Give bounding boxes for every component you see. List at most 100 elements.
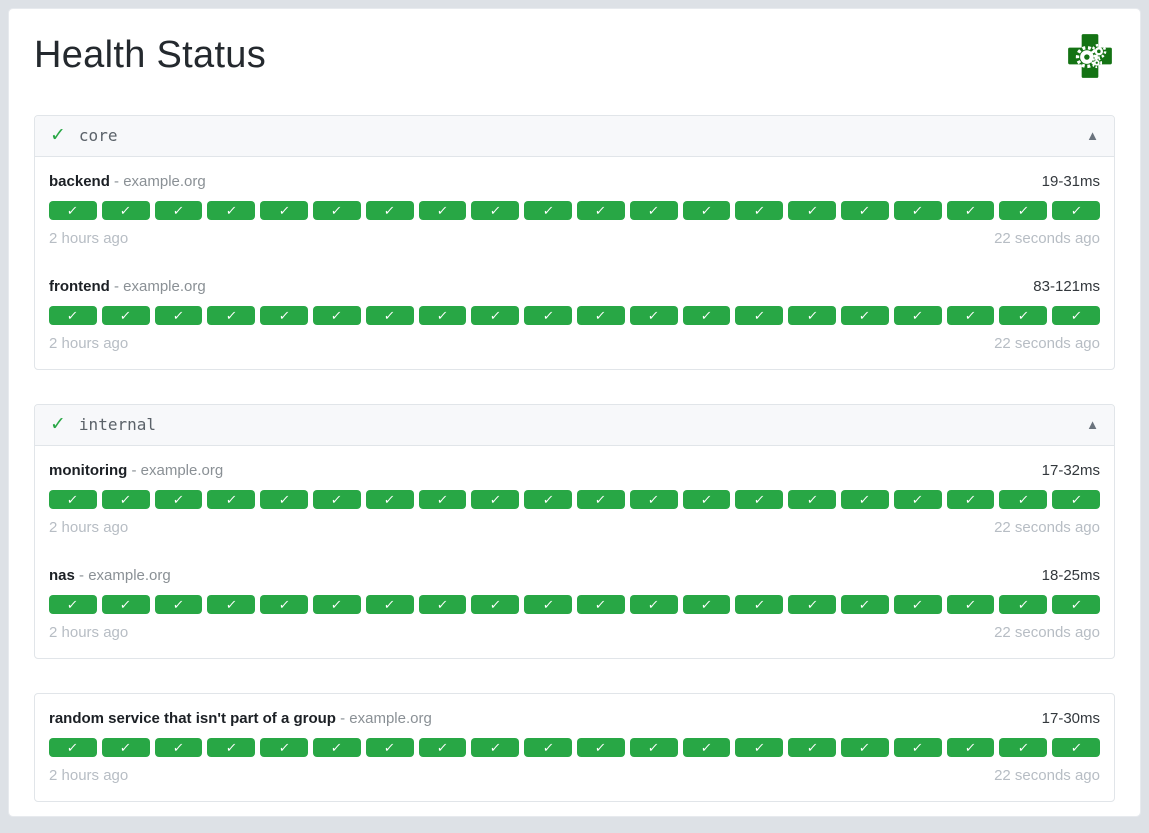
health-check-block[interactable]: ✓ (154, 201, 203, 220)
health-check-block[interactable]: ✓ (49, 595, 97, 614)
health-check-block[interactable]: ✓ (893, 595, 942, 614)
health-check-block[interactable]: ✓ (840, 595, 889, 614)
health-check-block[interactable]: ✓ (840, 201, 889, 220)
health-check-block[interactable]: ✓ (365, 201, 414, 220)
health-check-block[interactable]: ✓ (101, 595, 150, 614)
health-check-block[interactable]: ✓ (735, 595, 784, 614)
health-check-block[interactable]: ✓ (312, 738, 361, 757)
health-check-block[interactable]: ✓ (893, 738, 942, 757)
health-check-block[interactable]: ✓ (682, 306, 731, 325)
health-check-block[interactable]: ✓ (1052, 201, 1100, 220)
health-check-block[interactable]: ✓ (999, 738, 1048, 757)
health-check-block[interactable]: ✓ (629, 306, 678, 325)
health-check-block[interactable]: ✓ (471, 595, 520, 614)
health-check-block[interactable]: ✓ (49, 490, 97, 509)
health-check-block[interactable]: ✓ (207, 595, 256, 614)
health-check-block[interactable]: ✓ (893, 490, 942, 509)
health-check-block[interactable]: ✓ (629, 595, 678, 614)
health-check-block[interactable]: ✓ (471, 490, 520, 509)
health-check-block[interactable]: ✓ (840, 306, 889, 325)
health-check-block[interactable]: ✓ (101, 201, 150, 220)
group-header[interactable]: ✓ internal ▲ (35, 405, 1114, 446)
collapse-triangle-icon[interactable]: ▲ (1086, 128, 1099, 143)
health-check-block[interactable]: ✓ (312, 490, 361, 509)
health-check-block[interactable]: ✓ (893, 201, 942, 220)
health-check-block[interactable]: ✓ (999, 306, 1048, 325)
health-check-block[interactable]: ✓ (576, 201, 625, 220)
health-check-block[interactable]: ✓ (154, 490, 203, 509)
health-check-block[interactable]: ✓ (49, 201, 97, 220)
health-check-block[interactable]: ✓ (682, 490, 731, 509)
health-check-block[interactable]: ✓ (682, 595, 731, 614)
health-check-block[interactable]: ✓ (1052, 306, 1100, 325)
health-check-block[interactable]: ✓ (101, 738, 150, 757)
health-check-block[interactable]: ✓ (735, 490, 784, 509)
health-check-block[interactable]: ✓ (418, 595, 467, 614)
health-check-block[interactable]: ✓ (999, 201, 1048, 220)
collapse-triangle-icon[interactable]: ▲ (1086, 417, 1099, 432)
health-check-block[interactable]: ✓ (999, 490, 1048, 509)
health-check-block[interactable]: ✓ (1052, 490, 1100, 509)
health-check-block[interactable]: ✓ (946, 201, 995, 220)
health-check-block[interactable]: ✓ (576, 595, 625, 614)
health-check-block[interactable]: ✓ (418, 490, 467, 509)
health-check-block[interactable]: ✓ (312, 595, 361, 614)
health-check-block[interactable]: ✓ (946, 595, 995, 614)
health-check-block[interactable]: ✓ (946, 738, 995, 757)
health-check-block[interactable]: ✓ (418, 201, 467, 220)
health-check-block[interactable]: ✓ (312, 201, 361, 220)
health-check-block[interactable]: ✓ (1052, 738, 1100, 757)
health-check-block[interactable]: ✓ (840, 738, 889, 757)
health-check-block[interactable]: ✓ (49, 738, 97, 757)
health-check-block[interactable]: ✓ (682, 201, 731, 220)
health-check-block[interactable]: ✓ (49, 306, 97, 325)
health-check-block[interactable]: ✓ (629, 201, 678, 220)
health-check-block[interactable]: ✓ (154, 595, 203, 614)
health-check-block[interactable]: ✓ (893, 306, 942, 325)
health-check-block[interactable]: ✓ (682, 738, 731, 757)
health-check-block[interactable]: ✓ (365, 595, 414, 614)
health-check-block[interactable]: ✓ (101, 490, 150, 509)
health-check-block[interactable]: ✓ (576, 306, 625, 325)
health-check-block[interactable]: ✓ (524, 490, 572, 509)
health-check-block[interactable]: ✓ (840, 490, 889, 509)
health-check-block[interactable]: ✓ (101, 306, 150, 325)
health-check-block[interactable]: ✓ (260, 595, 308, 614)
health-check-block[interactable]: ✓ (418, 306, 467, 325)
health-check-block[interactable]: ✓ (207, 738, 256, 757)
health-check-block[interactable]: ✓ (471, 306, 520, 325)
health-check-block[interactable]: ✓ (207, 306, 256, 325)
health-check-block[interactable]: ✓ (312, 306, 361, 325)
health-check-block[interactable]: ✓ (260, 490, 308, 509)
health-check-block[interactable]: ✓ (1052, 595, 1100, 614)
health-check-block[interactable]: ✓ (154, 738, 203, 757)
health-check-block[interactable]: ✓ (260, 306, 308, 325)
health-check-block[interactable]: ✓ (365, 738, 414, 757)
health-check-block[interactable]: ✓ (524, 306, 572, 325)
health-check-block[interactable]: ✓ (471, 201, 520, 220)
health-check-block[interactable]: ✓ (576, 738, 625, 757)
health-check-block[interactable]: ✓ (260, 738, 308, 757)
health-check-block[interactable]: ✓ (576, 490, 625, 509)
health-check-block[interactable]: ✓ (524, 595, 572, 614)
health-check-block[interactable]: ✓ (788, 306, 836, 325)
health-check-block[interactable]: ✓ (207, 201, 256, 220)
health-check-block[interactable]: ✓ (365, 306, 414, 325)
health-check-block[interactable]: ✓ (154, 306, 203, 325)
health-check-block[interactable]: ✓ (735, 738, 784, 757)
health-check-block[interactable]: ✓ (524, 201, 572, 220)
health-check-block[interactable]: ✓ (365, 490, 414, 509)
health-check-block[interactable]: ✓ (788, 738, 836, 757)
group-header[interactable]: ✓ core ▲ (35, 116, 1114, 157)
health-check-block[interactable]: ✓ (524, 738, 572, 757)
health-check-block[interactable]: ✓ (629, 490, 678, 509)
health-check-block[interactable]: ✓ (788, 201, 836, 220)
health-check-block[interactable]: ✓ (629, 738, 678, 757)
health-check-block[interactable]: ✓ (471, 738, 520, 757)
health-check-block[interactable]: ✓ (260, 201, 308, 220)
health-check-block[interactable]: ✓ (999, 595, 1048, 614)
health-check-block[interactable]: ✓ (418, 738, 467, 757)
health-check-block[interactable]: ✓ (207, 490, 256, 509)
health-check-block[interactable]: ✓ (788, 595, 836, 614)
health-check-block[interactable]: ✓ (946, 306, 995, 325)
